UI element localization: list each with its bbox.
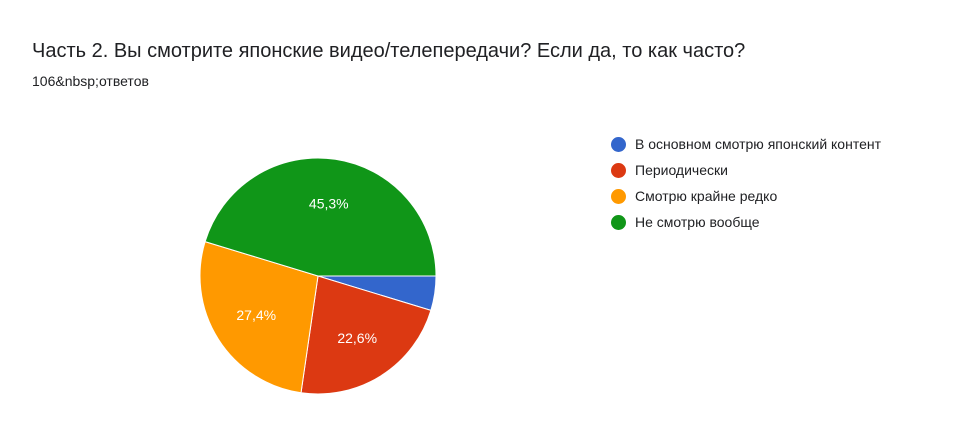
pie-slice-4[interactable] <box>204 157 437 277</box>
legend-color-dot <box>611 162 626 178</box>
pie-slice-3[interactable] <box>199 241 319 394</box>
legend-label: Не смотрю вообще <box>635 214 760 230</box>
pie-slice-label-2: 22,6% <box>337 330 377 346</box>
legend-color-dot <box>611 214 626 230</box>
legend-color-dot <box>611 136 626 152</box>
legend-item[interactable]: Смотрю крайне редко <box>611 183 881 209</box>
question-title: Часть 2. Вы смотрите японские видео/теле… <box>32 40 746 62</box>
pie-slices <box>199 157 437 395</box>
legend-item[interactable]: В основном смотрю японский контент <box>611 131 881 157</box>
pie-slice-2[interactable] <box>300 275 432 395</box>
legend-label: Смотрю крайне редко <box>635 188 778 204</box>
legend-item[interactable]: Периодически <box>611 157 881 183</box>
pie-slice-label-3: 27,4% <box>236 307 276 323</box>
legend-color-dot <box>611 188 626 204</box>
legend-item[interactable]: Не смотрю вообще <box>611 209 881 235</box>
legend-label: В основном смотрю японский контент <box>635 136 882 152</box>
pie-slice-label-4: 45,3% <box>309 196 349 212</box>
chart-legend: В основном смотрю японский контент Период… <box>611 131 881 235</box>
response-count: 106&nbsp;ответов <box>32 73 149 89</box>
legend-label: Периодически <box>635 162 728 178</box>
pie-slice-labels: 22,6% 27,4% 45,3% <box>236 196 377 346</box>
